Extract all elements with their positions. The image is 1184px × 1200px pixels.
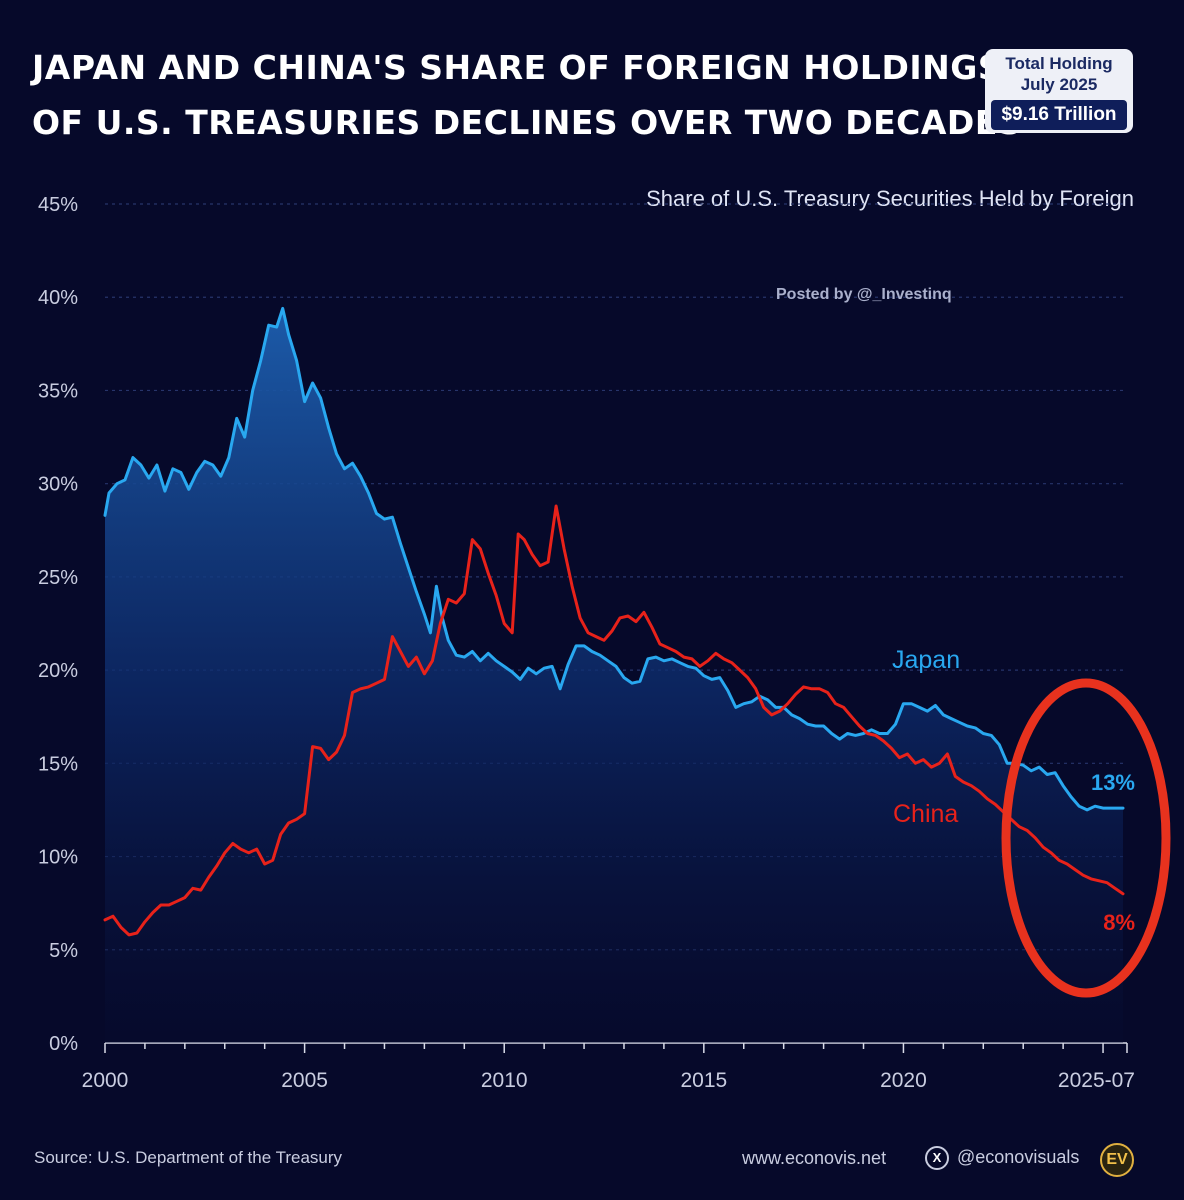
chart-subtitle: Share of U.S. Treasury Securities Held b… (646, 186, 1134, 211)
japan-area (105, 308, 1123, 1043)
x-tick-label: 2000 (82, 1069, 129, 1092)
y-tick-label: 0% (49, 1033, 78, 1055)
china-series-label: China (893, 800, 958, 828)
y-tick-label: 5% (49, 940, 78, 962)
y-tick-label: 25% (38, 567, 78, 589)
y-tick-label: 45% (38, 194, 78, 216)
total-holding-badge: Total Holding July 2025 $9.16 Trillion (985, 49, 1133, 133)
chart-title-line-2: of U.S. Treasuries Declines Over Two Dec… (32, 103, 1023, 142)
japan-line (103, 306, 1125, 812)
china-end-value-label: 8% (1103, 910, 1135, 935)
website-link[interactable]: www.econovis.net (742, 1148, 887, 1168)
x-logo-icon: X (925, 1146, 949, 1170)
posted-by-watermark: Posted by @_Investinq (776, 286, 952, 303)
highlight-ellipse (1001, 678, 1171, 998)
y-tick-label: 10% (38, 847, 78, 869)
source-note: Source: U.S. Department of the Treasury (34, 1148, 343, 1167)
y-tick-label: 35% (38, 380, 78, 402)
x-tick-label: 2015 (680, 1069, 727, 1092)
x-tick-label: 2010 (481, 1069, 528, 1092)
chart-title: Japan and China's Share of Foreign Holdi… (32, 40, 1023, 150)
social-handle[interactable]: @econovisuals (957, 1147, 1080, 1167)
chart-title-line-1: Japan and China's Share of Foreign Holdi… (32, 48, 1003, 87)
x-tick-label: 2020 (880, 1069, 927, 1092)
japan-end-value-label: 13% (1091, 770, 1135, 795)
y-tick-label: 40% (38, 287, 78, 309)
ev-logo-icon: EV (1100, 1143, 1134, 1177)
y-tick-label: 20% (38, 660, 78, 682)
china-line (103, 504, 1125, 937)
badge-value: $9.16 Trillion (991, 100, 1127, 130)
badge-label: Total Holding (1005, 54, 1113, 73)
japan-series-label: Japan (892, 646, 960, 674)
y-tick-label: 15% (38, 753, 78, 775)
y-tick-label: 30% (38, 474, 78, 496)
x-tick-label: 2005 (281, 1069, 328, 1092)
x-tick-label: 2025-07 (1058, 1069, 1135, 1092)
badge-date: July 2025 (1020, 75, 1098, 94)
